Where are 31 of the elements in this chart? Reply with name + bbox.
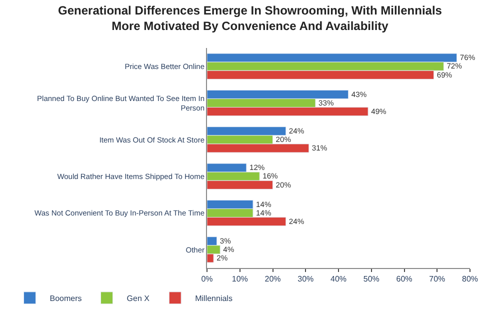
data-label: 43%: [351, 90, 367, 99]
data-label: 14%: [256, 208, 272, 218]
chart-title: Generational Differences Emerge In Showrooming, With Millennials More Motivated By Convenience And Availability: [58, 3, 442, 34]
data-label: 20%: [276, 180, 292, 190]
data-label: 14%: [256, 200, 272, 209]
data-label: 31%: [312, 144, 328, 153]
data-label: 69%: [436, 70, 452, 80]
data-label: 4%: [223, 245, 234, 254]
data-label: 33%: [318, 98, 334, 108]
legend-label: Gen X: [126, 294, 150, 304]
data-label: 24%: [288, 216, 304, 226]
data-label: 3%: [220, 236, 232, 246]
data-label: 16%: [262, 172, 278, 181]
x-tick-label: 0%: [201, 274, 213, 284]
x-tick-label: 70%: [429, 274, 446, 284]
data-label: 12%: [249, 163, 265, 172]
x-tick-label: 80%: [462, 274, 478, 284]
x-tick-label: 10%: [232, 274, 248, 284]
data-label: 72%: [446, 62, 462, 71]
data-label: 24%: [288, 126, 304, 136]
x-tick-label: 30%: [298, 274, 314, 284]
data-label: 49%: [371, 106, 387, 116]
data-label: 2%: [216, 254, 228, 263]
legend-label: Boomers: [50, 294, 82, 304]
data-label: 76%: [460, 53, 476, 62]
x-tick-label: 20%: [264, 274, 281, 284]
x-tick-label: 60%: [396, 274, 412, 284]
legend-label: Millennials: [195, 294, 232, 304]
x-tick-label: 40%: [330, 274, 347, 284]
x-tick-label: 50%: [363, 274, 380, 284]
data-label: 20%: [276, 135, 292, 144]
